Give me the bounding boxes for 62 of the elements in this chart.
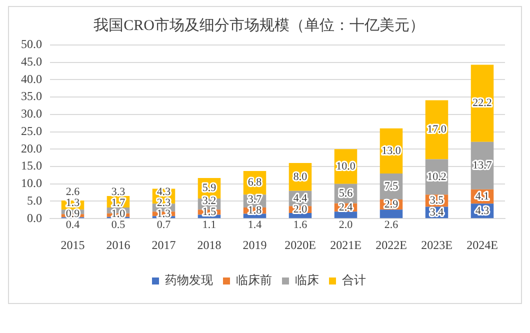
- y-tick-label: 20.0: [21, 141, 42, 156]
- y-tick-label: 35.0: [21, 89, 42, 104]
- y-tick-label: 25.0: [21, 124, 42, 138]
- legend-label: 临床: [295, 273, 319, 288]
- x-tick-label: 2016: [106, 238, 130, 252]
- data-label: 4.3: [475, 204, 490, 217]
- data-label: 3.5: [430, 194, 444, 207]
- y-tick-label: 30.0: [21, 106, 42, 121]
- data-label: 17.0: [427, 124, 447, 136]
- data-label: 13.0: [382, 144, 402, 157]
- data-label: 22.2: [472, 97, 492, 110]
- data-label: 3.7: [248, 194, 262, 206]
- x-tick-label: 2017: [152, 238, 176, 252]
- x-tick-label: 2023E: [421, 238, 452, 252]
- x-tick-label: 2021E: [330, 238, 362, 252]
- data-label: 3.3: [111, 186, 126, 198]
- y-tick-label: 0.0: [27, 210, 42, 225]
- data-label: 0.4: [66, 218, 80, 231]
- legend-label: 药物发现: [165, 273, 213, 288]
- x-tick-label: 2024E: [466, 238, 498, 252]
- chart-title: 我国CRO市场及细分市场规模（单位：十亿美元）: [94, 16, 424, 34]
- data-label: 6.8: [248, 176, 262, 189]
- data-label: 10.0: [336, 160, 356, 172]
- data-label: 1.1: [202, 218, 216, 231]
- data-label: 3.4: [430, 206, 444, 218]
- y-tick-label: 10.0: [21, 176, 42, 190]
- data-label: 4.1: [475, 190, 490, 202]
- data-label: 4.3: [156, 186, 172, 198]
- data-label: 1.4: [248, 218, 262, 231]
- y-tick-label: 5.0: [27, 193, 42, 208]
- data-label: 3.2: [202, 195, 216, 208]
- x-tick-label: 2020E: [284, 238, 316, 252]
- y-tick-label: 45.0: [21, 54, 42, 69]
- legend-label: 合计: [342, 273, 366, 288]
- data-label: 10.2: [427, 170, 446, 183]
- y-tick-label: 50.0: [21, 37, 42, 52]
- data-label: 1.3: [66, 196, 80, 209]
- data-label: 2.9: [384, 198, 399, 210]
- x-tick-label: 2019: [242, 238, 267, 252]
- x-tick-label: 2018: [197, 238, 222, 252]
- data-label: 2.4: [338, 201, 354, 214]
- x-tick-label: 2022E: [376, 238, 407, 252]
- bar: [334, 212, 358, 218]
- y-tick-label: 15.0: [21, 158, 42, 173]
- data-label: 0.9: [66, 208, 80, 220]
- legend-label: 临床前: [236, 273, 272, 288]
- data-label: 7.5: [384, 180, 399, 192]
- data-label: 2.6: [384, 218, 399, 231]
- x-tick-label: 2015: [60, 238, 85, 252]
- data-label: 1.7: [111, 196, 126, 209]
- y-tick-label: 40.0: [21, 72, 42, 86]
- data-label: 2.6: [66, 186, 80, 198]
- data-label: 0.7: [156, 218, 172, 231]
- data-label: 5.9: [202, 182, 217, 194]
- data-label: 13.7: [472, 160, 492, 172]
- data-label: 1.8: [248, 204, 262, 217]
- data-label: 2.0: [338, 218, 354, 231]
- data-label: 0.5: [111, 218, 126, 231]
- bar: [380, 210, 403, 218]
- data-label: 8.0: [293, 170, 308, 183]
- data-label: 2.0: [293, 203, 308, 216]
- data-label: 1.6: [293, 218, 308, 231]
